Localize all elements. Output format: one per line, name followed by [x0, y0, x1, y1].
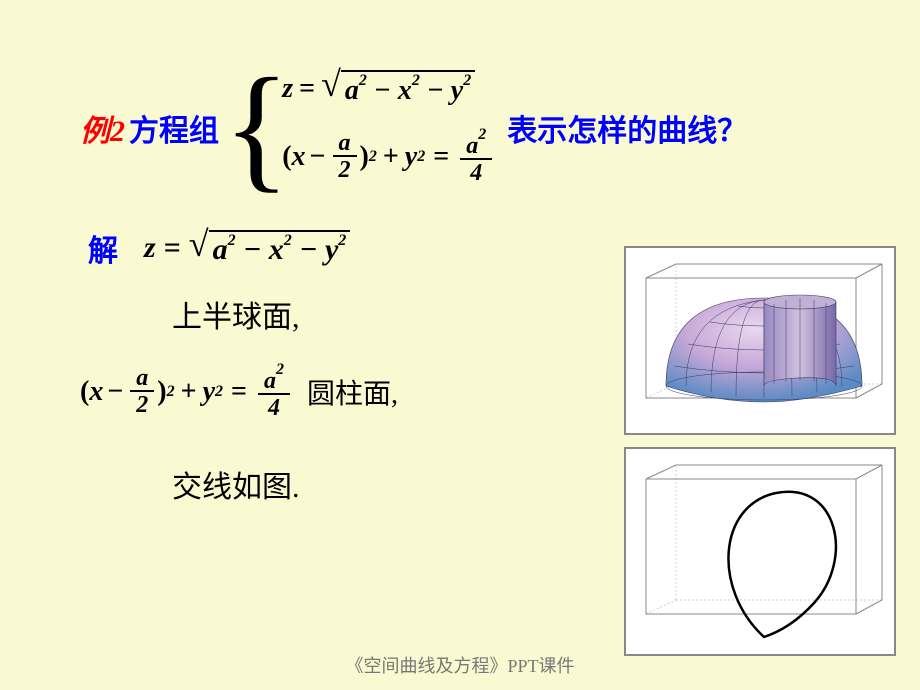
equation-1: z = √ a2 − x2 − y2 [282, 70, 495, 107]
prompt-text: 方程组 [129, 106, 219, 150]
example-line: 例2 方程组 { z = √ a2 − x2 − y2 ( x − a2 [80, 70, 880, 186]
sqrt-icon: √ [189, 230, 209, 259]
solution-label: 解 [88, 226, 118, 270]
left-brace-icon: { [223, 86, 290, 170]
sqrt-icon: √ [321, 70, 341, 99]
equation-2: ( x − a2 ) 2 + y2 = a24 [282, 127, 495, 186]
eq1-radicand: a2 − x2 − y2 [341, 70, 475, 107]
footer-text: 《空间曲线及方程》PPT课件 [0, 652, 920, 678]
equation-system: { z = √ a2 − x2 − y2 ( x − a2 ) 2 [223, 70, 495, 186]
cylinder-text: 圆柱面, [307, 372, 398, 412]
figure-3d-surfaces [624, 246, 896, 435]
example-number: 例2 [80, 106, 125, 150]
eq1-lhs: z [282, 73, 293, 105]
question-text: 表示怎样的曲线？ [507, 106, 747, 150]
figure-intersection-curve [624, 447, 896, 656]
